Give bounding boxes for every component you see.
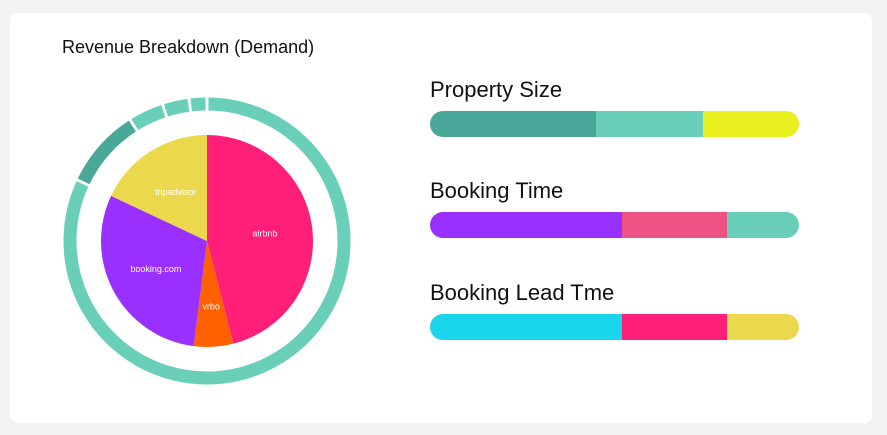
pie-label-airbnb: airbnb [252, 229, 277, 239]
outer-ring-segment-2 [77, 120, 137, 185]
bar-segment-3 [727, 212, 799, 238]
pie-label-booking-com: booking.com [130, 264, 181, 274]
booking-lead-time-bar [430, 314, 799, 340]
bar-segment-2 [596, 111, 704, 137]
booking-time-bar [430, 212, 799, 238]
outer-ring-segment-5 [190, 97, 206, 112]
booking-lead-time-group: Booking Lead Tme [430, 278, 802, 340]
booking-time-title: Booking Time [430, 178, 564, 203]
outer-ring-segment-4 [164, 98, 190, 117]
property-size-title: Property Size [430, 77, 563, 102]
pie-slice-booking-com [100, 195, 207, 347]
bar-segment-3 [727, 314, 799, 340]
property-size-group: Property Size [430, 75, 802, 137]
bar-segment-1 [430, 314, 622, 340]
booking-lead-time-title: Booking Lead Tme [430, 280, 615, 305]
outer-ring-segment-1 [63, 97, 351, 385]
bar-segment-3 [703, 111, 799, 137]
bar-segment-1 [430, 111, 597, 137]
property-size-bar [430, 111, 799, 137]
bar-segment-2 [621, 314, 728, 340]
outer-ring-segment-3 [131, 104, 166, 131]
revenue-card: Revenue Breakdown (Demand) airbnb vrbo boo… [10, 13, 872, 423]
revenue-pie-chart: airbnb vrbo booking.com tripadvisor [63, 97, 351, 385]
pie-label-vrbo: vrbo [202, 302, 220, 312]
pie-slice-vrbo [193, 241, 234, 347]
pie-slice-airbnb [207, 135, 314, 344]
booking-time-group: Booking Time [430, 176, 802, 238]
bar-segment-1 [430, 212, 622, 238]
pie-label-tripadvisor: tripadvisor [155, 187, 197, 197]
bar-segment-2 [621, 212, 728, 238]
card-title: Revenue Breakdown (Demand) [62, 37, 315, 57]
pie-slice-tripadvisor [111, 135, 207, 241]
